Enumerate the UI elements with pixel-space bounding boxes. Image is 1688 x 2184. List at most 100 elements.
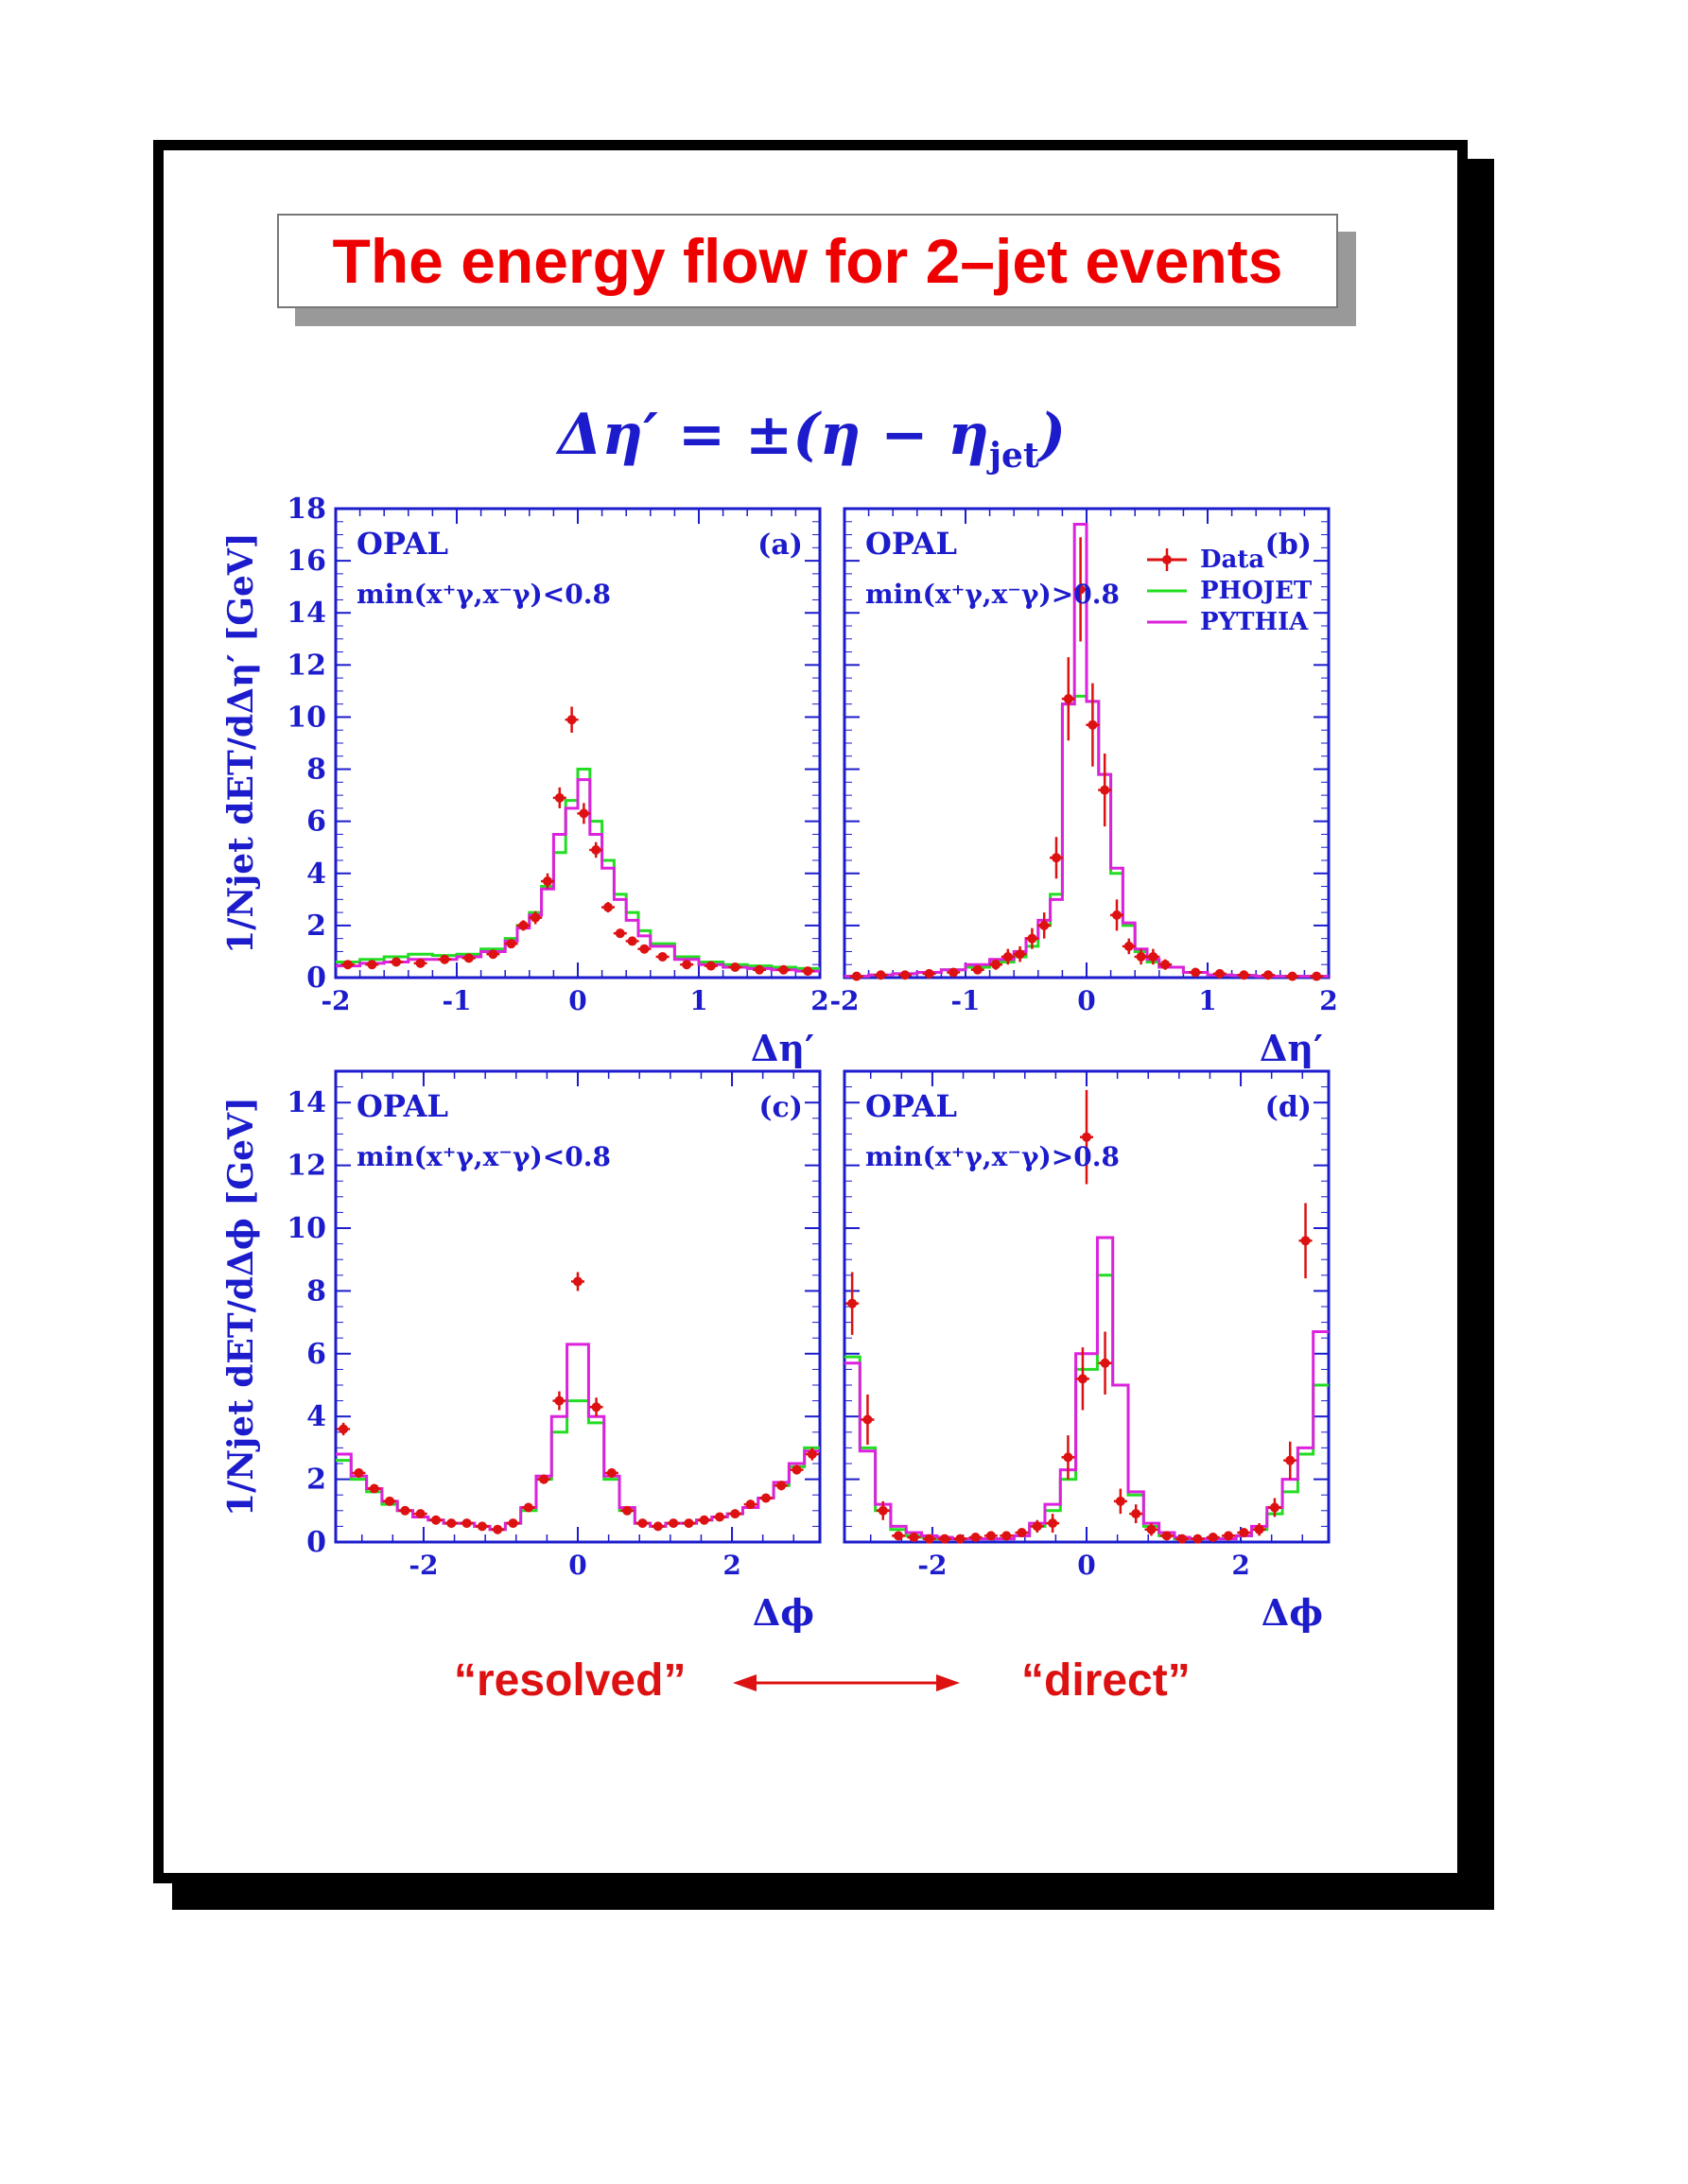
x-axis-label: Δϕ (753, 1591, 814, 1634)
data-point (803, 966, 813, 977)
y-tick-label: 2 (306, 910, 326, 943)
data-point (1214, 968, 1225, 979)
hist-pythia-b (844, 523, 1329, 979)
data-point (991, 960, 1001, 970)
formula-main: Δη′ = ±(η − η (558, 402, 990, 468)
experiment-label: OPAL (865, 526, 957, 562)
data-point (415, 1509, 426, 1519)
data-point (1136, 951, 1146, 962)
cut-label: min(x⁺γ,x⁻γ)<0.8 (357, 1141, 611, 1172)
y-tick-label: 8 (306, 754, 326, 787)
formula-sub: jet (989, 436, 1039, 476)
y-tick-label: 14 (287, 1086, 326, 1119)
data-point (924, 1534, 934, 1544)
data-point (948, 967, 959, 978)
data-point (1254, 1524, 1264, 1534)
legend-marker (1162, 555, 1172, 564)
data-point (1300, 1236, 1311, 1246)
data-point (851, 971, 861, 981)
x-tick-label: 0 (1077, 985, 1095, 1016)
data-point (488, 949, 498, 960)
y-tick-label: 4 (306, 858, 326, 891)
data-point (385, 1496, 395, 1506)
data-point (554, 792, 565, 803)
data-point (1269, 1502, 1279, 1513)
legend-label-data: Data (1200, 546, 1264, 574)
hist-pythia-c (336, 1343, 820, 1532)
data-point (894, 1531, 904, 1541)
data-point (1123, 941, 1134, 951)
data-point (1161, 1531, 1172, 1541)
y-tick-label: 6 (306, 806, 326, 839)
data-point (776, 1481, 787, 1491)
data-point (1312, 971, 1322, 981)
data-point (939, 1534, 949, 1544)
title-box: The energy flow for 2–jet events (277, 214, 1338, 308)
x-axis-label: Δη′ (751, 1027, 814, 1069)
data-point (878, 1505, 888, 1516)
slide-frame (153, 140, 1468, 1883)
data-point (518, 920, 529, 930)
y-tick-label: 12 (287, 1150, 326, 1183)
y-tick-label: 0 (306, 962, 326, 995)
data-point (1088, 719, 1098, 730)
data-point (603, 902, 613, 912)
x-tick-label: 2 (722, 1550, 740, 1581)
data-point (400, 1505, 410, 1516)
y-tick-label: 18 (287, 493, 326, 526)
panel-label: (d) (1265, 1091, 1312, 1124)
data-point (705, 961, 716, 971)
x-tick-label: -1 (442, 985, 471, 1016)
data-point (539, 1474, 549, 1484)
data-point (1017, 1528, 1027, 1538)
data-point (669, 1518, 679, 1529)
legend-label-phojet: PHOJET (1200, 577, 1313, 605)
x-tick-label: -2 (829, 985, 859, 1016)
x-tick-label: 0 (568, 1550, 586, 1581)
data-point (591, 844, 601, 855)
formula: Δη′ = ±(η − ηjet) (558, 402, 1088, 477)
data-point (1239, 970, 1249, 980)
resolved-label: “resolved” (454, 1655, 687, 1706)
data-point (477, 1521, 487, 1532)
legend-label-pythia: PYTHIA (1200, 608, 1309, 636)
data-point (1115, 1496, 1125, 1506)
cut-label: min(x⁺γ,x⁻γ)>0.8 (865, 579, 1120, 610)
experiment-label: OPAL (357, 1088, 448, 1124)
data-point (523, 1502, 533, 1513)
data-point (1015, 949, 1025, 960)
x-tick-label: -1 (950, 985, 980, 1016)
data-point (1239, 1528, 1249, 1538)
data-point (755, 964, 764, 975)
data-point (684, 1518, 694, 1529)
y-tick-label: 16 (287, 545, 326, 578)
x-tick-label: -2 (409, 1550, 438, 1581)
panel-label: (b) (1265, 529, 1312, 562)
data-point (543, 876, 552, 887)
data-point (415, 958, 426, 968)
data-point (606, 1467, 617, 1478)
y-tick-label: 6 (306, 1338, 326, 1371)
data-point (778, 964, 789, 975)
data-point (508, 1518, 518, 1529)
hist-pythia-d (844, 1236, 1329, 1541)
data-point (876, 970, 886, 980)
x-axis-label: Δϕ (1262, 1591, 1323, 1634)
data-point (924, 968, 934, 979)
data-point (1032, 1521, 1042, 1532)
data-point (1263, 970, 1273, 980)
data-point (730, 1509, 740, 1519)
data-point (1208, 1533, 1218, 1543)
data-point (1160, 960, 1171, 970)
experiment-label: OPAL (865, 1088, 957, 1124)
data-point (1052, 853, 1061, 863)
y-tick-label: 0 (306, 1526, 326, 1559)
data-point (1002, 951, 1013, 962)
x-tick-label: 1 (689, 985, 707, 1016)
data-point (639, 944, 650, 954)
data-point (493, 1524, 503, 1534)
data-point (354, 1467, 364, 1478)
data-point (1027, 933, 1037, 944)
